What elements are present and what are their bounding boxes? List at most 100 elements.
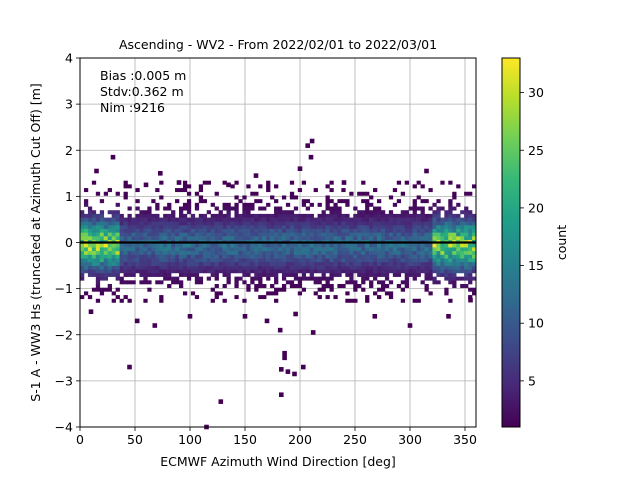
- heatmap-cell: [234, 236, 239, 241]
- heatmap-cell: [190, 291, 196, 296]
- heatmap-cell: [278, 269, 283, 274]
- heatmap-cell: [214, 228, 219, 233]
- heatmap-cell: [412, 213, 417, 218]
- heatmap-cell: [202, 269, 208, 274]
- heatmap-cell: [321, 228, 326, 233]
- heatmap-cell: [377, 224, 382, 229]
- heatmap-cell: [139, 217, 144, 222]
- heatmap-cell: [436, 228, 441, 233]
- heatmap-cell: [404, 213, 409, 218]
- heatmap-cell: [289, 250, 295, 255]
- heatmap-cell: [349, 228, 354, 233]
- heatmap-cell: [456, 258, 461, 263]
- heatmap-cell: [460, 210, 465, 215]
- heatmap-cell: [206, 258, 211, 263]
- heatmap-cell: [464, 250, 469, 255]
- heatmap-cell: [163, 221, 168, 226]
- heatmap-cell: [246, 250, 251, 255]
- heatmap-cell: [412, 228, 417, 233]
- heatmap-cell: [163, 213, 168, 218]
- heatmap-cell: [119, 280, 124, 285]
- heatmap-cell: [155, 261, 160, 266]
- heatmap-cell: [182, 272, 188, 277]
- heatmap-cell: [424, 265, 429, 270]
- heatmap-cell: [293, 206, 299, 211]
- heatmap-cell: [337, 213, 342, 218]
- heatmap-cell: [175, 258, 180, 263]
- heatmap-cell: [408, 250, 413, 255]
- heatmap-cell: [412, 254, 417, 259]
- heatmap-cell: [182, 291, 188, 296]
- heatmap-cell: [468, 272, 473, 277]
- heatmap-cell: [333, 254, 338, 259]
- heatmap-cell: [266, 184, 271, 189]
- heatmap-cell: [420, 232, 425, 237]
- heatmap-cell: [206, 236, 211, 241]
- heatmap-cell: [80, 258, 85, 263]
- heatmap-cell: [313, 247, 318, 252]
- heatmap-cell: [139, 250, 144, 255]
- heatmap-cell: [238, 213, 243, 218]
- heatmap-cell: [115, 236, 120, 241]
- heatmap-cell: [167, 276, 172, 281]
- heatmap-cell: [254, 261, 259, 266]
- heatmap-cell: [175, 224, 180, 229]
- heatmap-cell: [190, 213, 196, 218]
- heatmap-cell: [274, 269, 279, 274]
- heatmap-cell: [380, 247, 386, 252]
- heatmap-cell: [258, 272, 263, 277]
- heatmap-cell: [396, 228, 402, 233]
- heatmap-cell: [182, 224, 188, 229]
- heatmap-cell: [274, 261, 279, 266]
- heatmap-cell: [242, 261, 247, 266]
- heatmap-cell: [301, 287, 307, 292]
- heatmap-cell: [218, 254, 223, 259]
- heatmap-cell: [226, 276, 231, 281]
- heatmap-cell: [123, 217, 128, 222]
- heatmap-cell: [333, 265, 338, 270]
- heatmap-cell: [262, 258, 267, 263]
- heatmap-cell: [384, 228, 390, 233]
- heatmap-cell: [452, 261, 457, 266]
- heatmap-cell: [472, 261, 477, 266]
- heatmap-cell: [293, 261, 299, 266]
- heatmap-cell: [198, 254, 204, 259]
- heatmap-cell: [357, 272, 362, 277]
- heatmap-cell: [80, 243, 85, 248]
- heatmap-cell: [242, 202, 247, 207]
- heatmap-cell: [123, 195, 128, 200]
- heatmap-cell: [329, 232, 334, 237]
- heatmap-cell: [400, 243, 406, 248]
- heatmap-cell: [123, 295, 128, 300]
- heatmap-cell: [317, 250, 322, 255]
- heatmap-cell: [297, 232, 303, 237]
- heatmap-cell: [432, 202, 437, 207]
- heatmap-cell: [147, 261, 152, 266]
- heatmap-cell: [404, 258, 409, 263]
- heatmap-cell: [448, 247, 453, 252]
- heatmap-cell: [171, 276, 176, 281]
- heatmap-cell: [452, 217, 457, 222]
- heatmap-cell: [242, 210, 247, 215]
- heatmap-cell: [210, 250, 215, 255]
- heatmap-cell: [357, 232, 362, 237]
- heatmap-cell: [194, 202, 200, 207]
- heatmap-cell: [147, 206, 152, 211]
- heatmap-cell: [424, 213, 429, 218]
- heatmap-cell: [163, 261, 168, 266]
- heatmap-cell: [222, 269, 227, 274]
- heatmap-cell: [80, 210, 85, 215]
- heatmap-cell: [373, 232, 378, 237]
- heatmap-cell: [274, 298, 279, 303]
- heatmap-cell: [258, 224, 263, 229]
- heatmap-cell: [392, 236, 398, 241]
- heatmap-cell: [361, 180, 366, 185]
- heatmap-cell: [317, 295, 322, 300]
- heatmap-cell: [107, 265, 112, 270]
- heatmap-cell: [301, 202, 307, 207]
- heatmap-cell: [392, 221, 398, 226]
- heatmap-cell: [91, 221, 97, 226]
- heatmap-cell: [242, 298, 247, 303]
- heatmap-cell: [91, 287, 97, 292]
- heatmap-cell: [99, 224, 105, 229]
